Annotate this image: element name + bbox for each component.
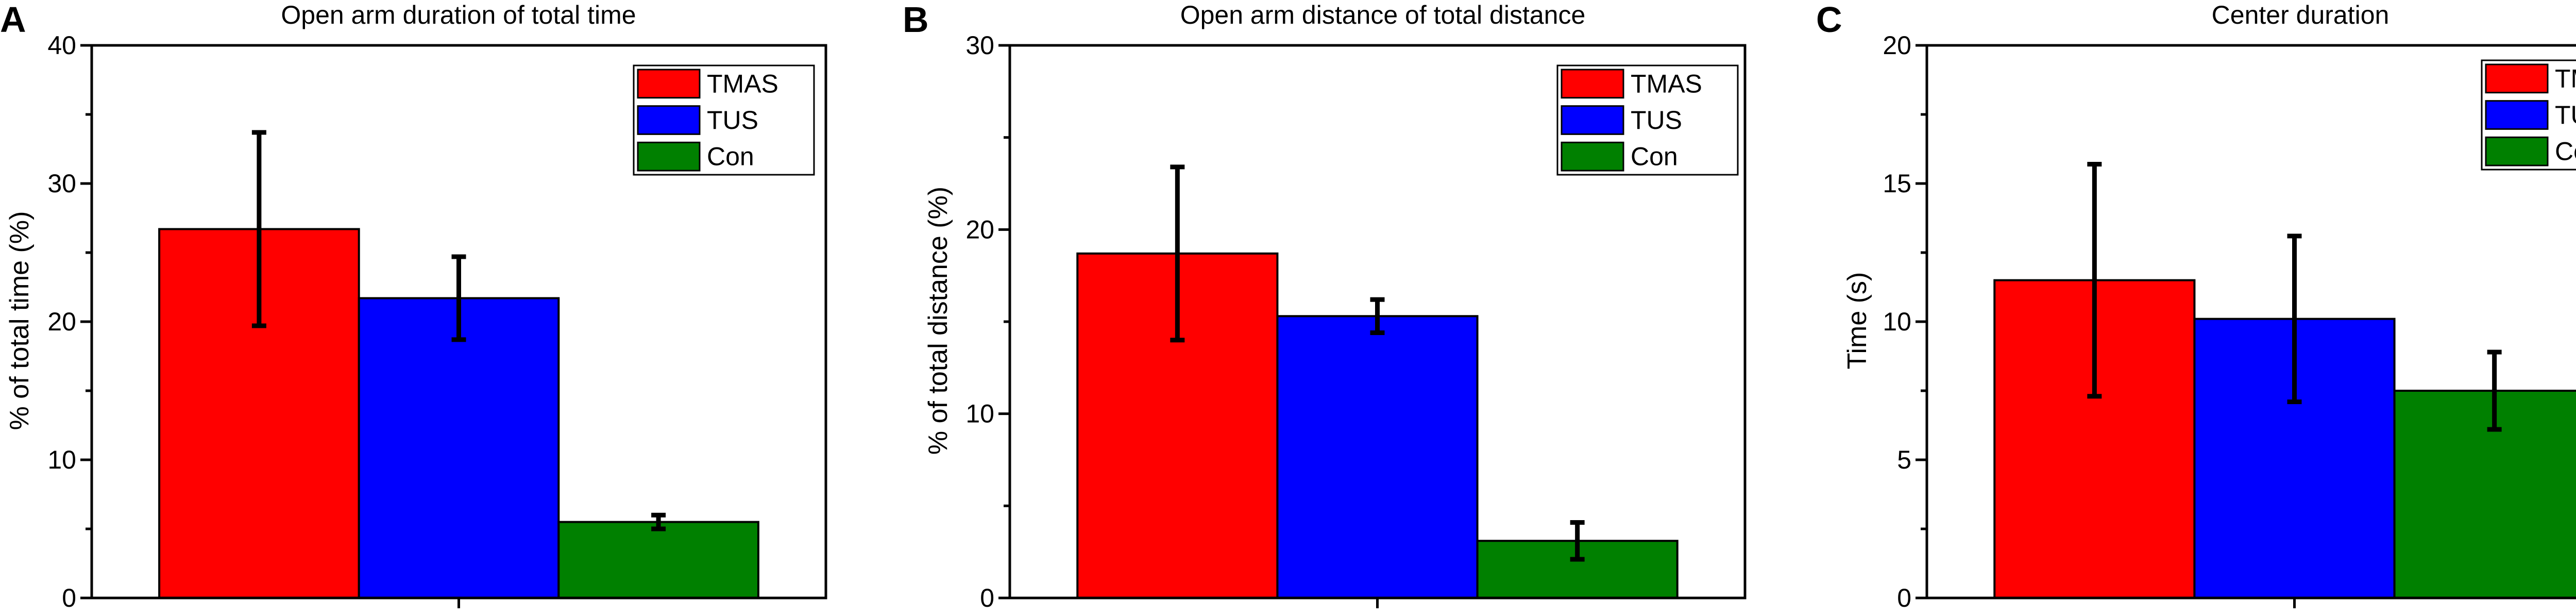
legend-label: TMAS bbox=[2555, 64, 2576, 93]
legend-swatch bbox=[2485, 136, 2549, 167]
legend-swatch bbox=[1561, 141, 1624, 172]
error-bar-tmas bbox=[251, 130, 266, 328]
y-tick-label: 20 bbox=[1883, 31, 1911, 60]
legend-swatch bbox=[2485, 100, 2549, 130]
y-tick-label: 0 bbox=[62, 584, 76, 612]
legend-swatch bbox=[637, 141, 701, 172]
legend-swatch bbox=[2485, 63, 2549, 94]
legend: TMAS TUS Con bbox=[633, 64, 815, 176]
chart-panel-c: C Center duration Time (s) 0 5 10 15 20 TMAS… bbox=[1816, 0, 2576, 612]
bar-con bbox=[2393, 390, 2576, 599]
legend-label: Con bbox=[2555, 137, 2576, 166]
legend-label: TUS bbox=[707, 106, 758, 135]
panel-letter: C bbox=[1816, 0, 1842, 40]
y-axis: 0 5 10 15 20 bbox=[1883, 31, 2296, 612]
error-bar-tus bbox=[1370, 297, 1385, 335]
legend-label: TMAS bbox=[1631, 69, 1702, 98]
y-tick-label: 10 bbox=[1883, 307, 1911, 336]
chart-panel-b: B Open arm distance of total distance % … bbox=[903, 0, 1747, 612]
legend-label: Con bbox=[1631, 142, 1678, 171]
y-axis-label: % of total time (%) bbox=[5, 211, 35, 430]
y-tick-label: 10 bbox=[47, 445, 76, 474]
y-tick-label: 15 bbox=[1883, 169, 1911, 198]
plot-area bbox=[1008, 44, 1747, 600]
bar-con bbox=[557, 521, 759, 599]
legend-swatch bbox=[1561, 105, 1624, 135]
panel-letter: B bbox=[903, 0, 929, 40]
y-tick-label: 40 bbox=[47, 31, 76, 60]
panel-letter: A bbox=[0, 0, 26, 40]
chart-title: Open arm duration of total time bbox=[281, 1, 636, 29]
error-bar-tmas bbox=[2087, 161, 2102, 399]
plot-area bbox=[1925, 44, 2576, 600]
error-bar-tus bbox=[451, 254, 466, 342]
error-bar-tus bbox=[2287, 234, 2302, 404]
error-bar-con bbox=[651, 512, 666, 531]
bar-tus bbox=[358, 297, 560, 599]
legend-label: TUS bbox=[2555, 101, 2576, 129]
chart-panel-a: A Open arm duration of total time % of t… bbox=[0, 0, 827, 612]
y-tick-label: 20 bbox=[47, 307, 76, 336]
legend-label: Con bbox=[707, 142, 754, 171]
legend-swatch bbox=[637, 105, 701, 135]
legend-swatch bbox=[1561, 69, 1624, 99]
error-bar-con bbox=[1570, 520, 1585, 562]
legend-label: TMAS bbox=[707, 69, 778, 98]
plot-area bbox=[90, 44, 827, 600]
y-axis-label: Time (s) bbox=[1842, 272, 1872, 370]
y-tick-label: 30 bbox=[47, 169, 76, 198]
chart-title: Open arm distance of total distance bbox=[1180, 1, 1586, 29]
legend: TMAS TUS Con bbox=[2481, 59, 2576, 171]
y-tick-label: 10 bbox=[965, 399, 994, 428]
y-tick-label: 0 bbox=[1897, 584, 1911, 612]
legend-label: TUS bbox=[1631, 106, 1682, 135]
y-tick-label: 5 bbox=[1897, 445, 1911, 474]
error-bar-tmas bbox=[1170, 164, 1185, 343]
y-tick-label: 20 bbox=[965, 215, 994, 244]
y-tick-label: 0 bbox=[980, 584, 994, 612]
bar-tus bbox=[1276, 315, 1479, 599]
chart-title: Center duration bbox=[2212, 1, 2389, 29]
error-bar-con bbox=[2487, 349, 2502, 432]
y-axis-label: % of total distance (%) bbox=[923, 187, 953, 455]
legend: TMAS TUS Con bbox=[1556, 64, 1739, 176]
y-tick-label: 30 bbox=[965, 31, 994, 60]
legend-swatch bbox=[637, 69, 701, 99]
y-axis: 0 10 20 30 40 bbox=[47, 31, 460, 612]
y-axis: 0 10 20 30 bbox=[965, 31, 1379, 612]
